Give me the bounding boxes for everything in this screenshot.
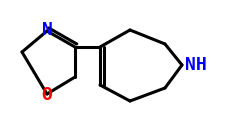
Text: NH: NH	[185, 56, 207, 74]
Text: O: O	[41, 86, 52, 104]
Text: N: N	[41, 21, 52, 39]
